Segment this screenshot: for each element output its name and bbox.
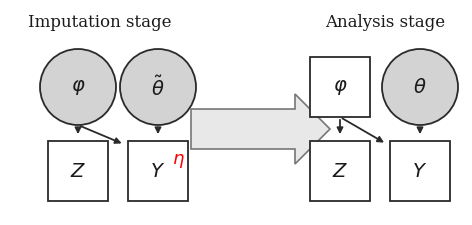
Text: $Y$: $Y$ — [413, 162, 428, 180]
Bar — [48, 141, 108, 201]
Bar — [390, 141, 450, 201]
Circle shape — [120, 50, 196, 126]
Text: $\theta$: $\theta$ — [413, 78, 427, 97]
Text: $\varphi$: $\varphi$ — [71, 78, 85, 97]
Text: $Y$: $Y$ — [151, 162, 166, 180]
Text: $\varphi$: $\varphi$ — [333, 78, 347, 97]
Bar — [310, 141, 370, 201]
Text: Analysis stage: Analysis stage — [325, 14, 445, 31]
Bar — [310, 58, 370, 117]
Text: $\eta$: $\eta$ — [171, 152, 184, 170]
Bar — [128, 141, 188, 201]
Text: $\tilde{\theta}$: $\tilde{\theta}$ — [151, 76, 165, 100]
Text: Imputation stage: Imputation stage — [28, 14, 172, 31]
Circle shape — [40, 50, 116, 126]
Text: $Z$: $Z$ — [70, 162, 86, 180]
Polygon shape — [191, 94, 330, 164]
Text: $Z$: $Z$ — [332, 162, 348, 180]
Circle shape — [382, 50, 458, 126]
